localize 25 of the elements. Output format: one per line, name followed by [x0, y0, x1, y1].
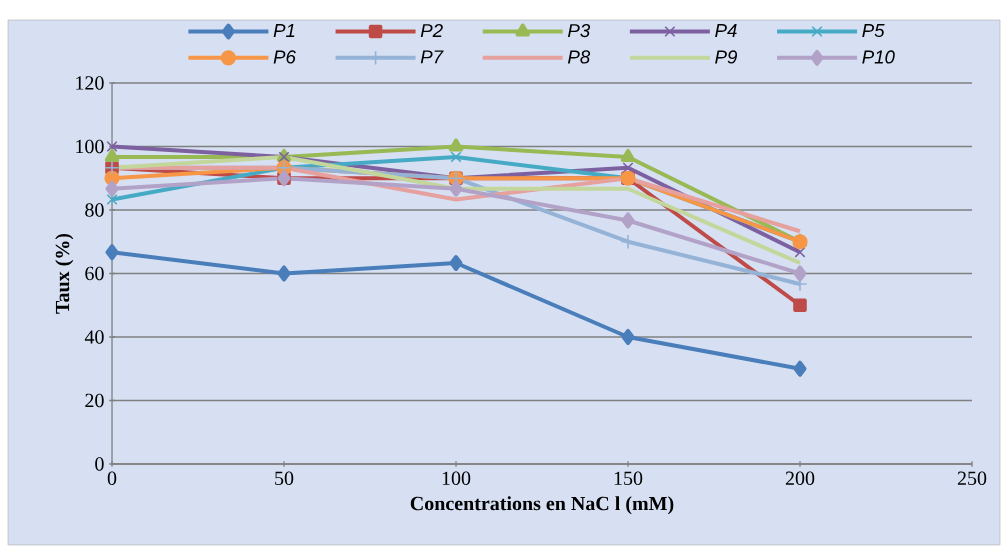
- legend-label: P10: [862, 50, 895, 64]
- y-tick-label: 120: [76, 76, 104, 90]
- legend-label: P1: [273, 24, 295, 37]
- x-tick-label: 0: [107, 471, 117, 486]
- legend-label: P2: [420, 23, 443, 38]
- x-tick-label: 150: [614, 471, 643, 486]
- y-tick-label: 40: [84, 330, 104, 344]
- legend-label: P5: [862, 24, 885, 38]
- x-axis-title: Concentrations en NaC l (mM): [410, 496, 674, 515]
- legend-label: P3: [567, 23, 591, 38]
- x-tick-label: 250: [957, 471, 987, 486]
- y-tick-label: 20: [85, 393, 104, 408]
- y-tick-label: 60: [85, 266, 104, 281]
- x-tick-label: 200: [785, 471, 815, 486]
- y-tick-label: 80: [85, 203, 104, 217]
- legend-label: P8: [567, 50, 591, 64]
- y-axis-title: Taux (%): [55, 233, 74, 314]
- legend-label: P7: [420, 50, 444, 64]
- x-tick-label: 100: [442, 471, 471, 486]
- legend-label: P6: [273, 50, 296, 64]
- x-tick-label: 50: [275, 471, 294, 486]
- y-tick-label: 100: [76, 139, 104, 154]
- y-tick-label: 0: [95, 457, 104, 471]
- legend-label: P9: [715, 50, 737, 64]
- legend-label: P4: [715, 24, 737, 37]
